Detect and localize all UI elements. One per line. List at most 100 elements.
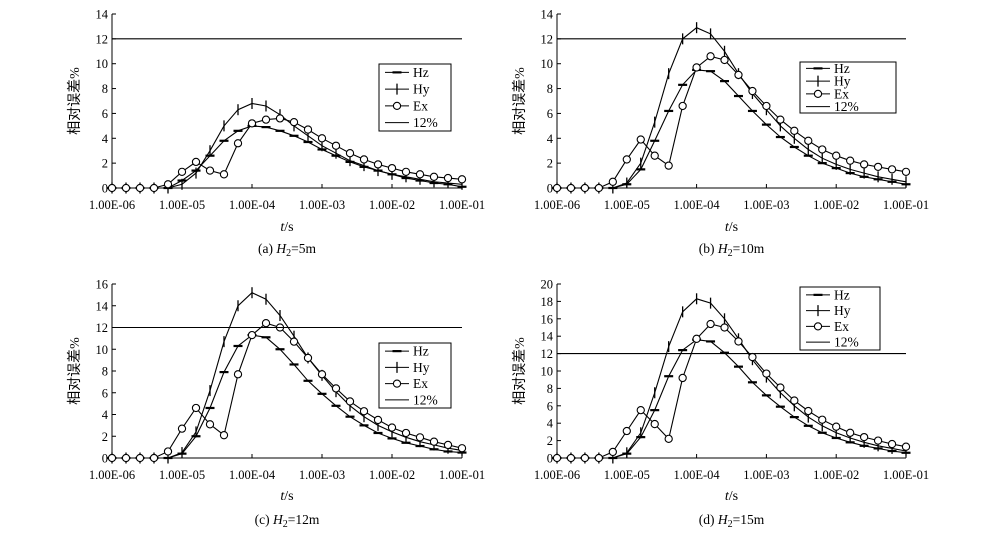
data-point [163,447,173,456]
x-tick-label: 1.00E-02 [369,468,415,482]
caption-suffix: =12m [288,512,320,527]
data-point [594,453,604,463]
data-point [706,319,715,329]
series-ex [107,114,467,193]
data-point [429,172,439,181]
y-tick-label: 4 [547,417,554,431]
y-axis-label: 相对误差% [512,67,528,135]
chart-panel-b: 0 2 4 6 8 10 12 14 1.00E-06 1.00E-05 1.00E-04 1.00E… [512,8,929,260]
data-point [762,369,771,378]
series-line [557,27,907,189]
y-tick-label: 8 [547,82,553,96]
data-point [664,434,673,444]
x-tick-label: 1.00E-06 [534,198,580,212]
legend-label: 12% [834,99,859,114]
data-point [901,442,911,451]
y-tick-label: 10 [96,343,109,357]
data-point [832,151,841,160]
series-ex [552,52,911,193]
y-tick-label: 12 [541,32,554,46]
y-tick-label: 6 [102,386,108,400]
data-point [859,160,869,169]
data-point [776,115,785,124]
legend-box [799,61,897,114]
y-tick-label: 8 [102,365,108,379]
data-point [594,183,604,193]
data-point [205,420,215,429]
data-point [734,70,743,80]
data-point [387,163,397,173]
data-point [401,167,411,176]
data-point [790,126,799,135]
data-point [289,337,299,346]
data-point [317,370,327,379]
data-point [107,183,117,193]
y-tick-label: 2 [102,430,108,444]
panel-caption: (d) H2=15m [699,512,765,530]
data-point [622,155,631,164]
data-point [191,157,201,167]
data-point [818,415,827,424]
x-tick-label: 1.00E-06 [89,468,135,482]
data-point [552,183,562,193]
y-tick-label: 0 [102,182,108,196]
data-point [692,334,701,343]
x-axis-label-var: t [280,489,285,504]
data-point [149,453,159,463]
legend-label: Hz [413,344,429,359]
data-point [303,125,313,134]
data-point [859,432,869,442]
y-tick-label: 16 [541,312,554,326]
panel-caption: (b) H2=10m [699,241,765,259]
y-tick-label: 4 [102,132,109,146]
data-point [233,139,243,148]
data-point [762,101,771,111]
x-axis-label: t/s [280,489,293,504]
x-axis-label-var: t [725,220,730,235]
data-point [261,115,271,124]
data-point [552,453,562,463]
y-axis-label: 相对误差% [512,337,528,405]
data-point [373,160,383,169]
data-point [748,352,757,362]
data-point [608,177,617,186]
x-tick-label: 1.00E-04 [229,198,276,212]
caption-sub: 2 [283,519,288,530]
y-tick-label: 12 [541,347,554,361]
y-tick-label: 8 [102,82,108,96]
data-point [901,167,911,176]
data-point [846,156,855,165]
data-point [121,453,131,463]
y-tick-label: 4 [547,132,554,146]
x-tick-label: 1.00E-05 [159,198,205,212]
y-tick-label: 10 [541,57,554,71]
data-point [247,330,257,340]
y-tick-label: 6 [547,399,553,413]
y-tick-label: 14 [96,8,109,22]
data-point [832,422,841,431]
panel-caption: (a) H2=5m [258,241,316,259]
x-tick-label: 1.00E-01 [883,468,929,482]
data-point [345,397,355,406]
x-tick-label: 1.00E-02 [813,198,859,212]
data-point [457,444,467,453]
x-tick-label: 1.00E-06 [534,468,580,482]
data-point [804,136,813,145]
legend-label: Ex [413,98,428,113]
data-point [636,135,645,144]
x-tick-label: 1.00E-05 [604,468,650,482]
x-axis-label-var: t [280,220,285,235]
x-axis-label-var: t [725,489,730,504]
x-axis-label-unit: /s [729,220,738,235]
y-tick-label: 6 [547,107,553,121]
data-point [608,447,617,457]
series-line [557,339,907,459]
caption-suffix: =15m [733,512,765,527]
y-tick-label: 2 [547,434,553,448]
x-tick-label: 1.00E-03 [299,468,345,482]
y-tick-label: 18 [541,295,554,309]
data-point [818,145,827,154]
data-point [443,440,453,450]
